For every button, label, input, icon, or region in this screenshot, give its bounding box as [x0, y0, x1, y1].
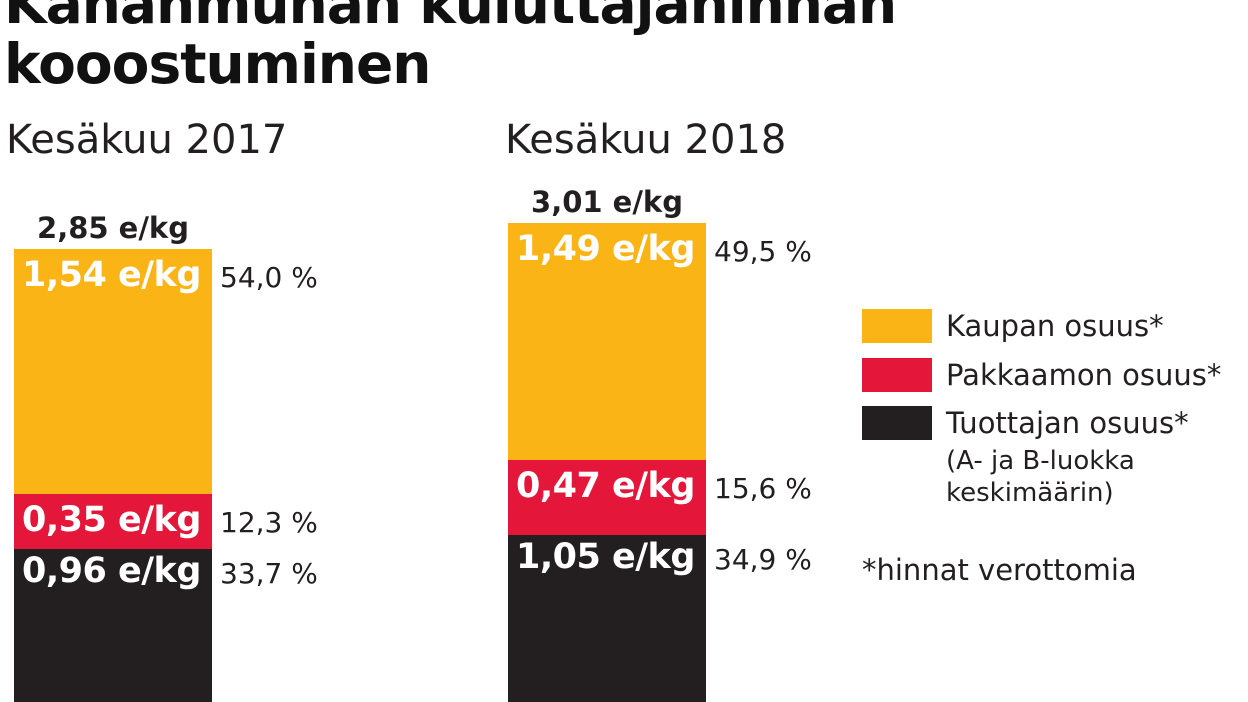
value-label-2018-pakkaamon: 0,47 e/kg	[516, 466, 695, 507]
value-label-2017-tuottajan: 0,96 e/kg	[22, 551, 201, 592]
value-label-2017-pakkaamon: 0,35 e/kg	[22, 499, 201, 540]
total-label-2018: 3,01 e/kg	[531, 185, 683, 220]
percent-label-2017-pakkaamon: 12,3 %	[220, 505, 318, 539]
bar-2018-tuottajan	[508, 535, 706, 702]
total-label-2017: 2,85 e/kg	[37, 210, 189, 245]
percent-label-2018-kaupan: 49,5 %	[714, 235, 812, 269]
value-label-2018-tuottajan: 1,05 e/kg	[516, 537, 695, 578]
percent-label-2017-tuottajan: 33,7 %	[220, 557, 318, 591]
percent-label-2017-kaupan: 54,0 %	[220, 260, 318, 294]
chart-title-line2: kooostuminen	[4, 32, 431, 96]
legend-swatch-pakkaamon	[862, 358, 932, 392]
bar-2018-pakkaamon	[508, 460, 706, 536]
percent-label-2018-pakkaamon: 15,6 %	[714, 472, 812, 506]
footnote: *hinnat verottomia	[862, 553, 1137, 587]
legend-note-line2: keskimäärin)	[946, 478, 1114, 508]
legend-label-kaupan: Kaupan osuus*	[946, 309, 1164, 343]
legend-note-line1: (A- ja B-luokka	[946, 446, 1135, 476]
bar-2018-kaupan	[508, 223, 706, 461]
value-label-2017-kaupan: 1,54 e/kg	[22, 254, 201, 295]
bar-2017-tuottajan	[14, 549, 212, 702]
value-label-2018-kaupan: 1,49 e/kg	[516, 229, 695, 270]
legend-label-pakkaamon: Pakkaamon osuus*	[946, 358, 1222, 392]
bar-2017-kaupan	[14, 248, 212, 494]
legend-label-tuottajan: Tuottajan osuus*	[946, 406, 1189, 440]
chart-title: Kananmunan kuluttajahinnan kooostuminen	[4, 0, 897, 96]
legend-swatch-tuottajan	[862, 406, 932, 440]
legend-swatch-kaupan	[862, 309, 932, 343]
percent-label-2018-tuottajan: 34,9 %	[714, 543, 812, 577]
bar-2017-pakkaamon	[14, 493, 212, 550]
chart-title-line1: Kananmunan kuluttajahinnan	[4, 0, 897, 36]
category-label-2017: Kesäkuu 2017	[6, 117, 288, 163]
category-label-2018: Kesäkuu 2018	[505, 117, 787, 163]
